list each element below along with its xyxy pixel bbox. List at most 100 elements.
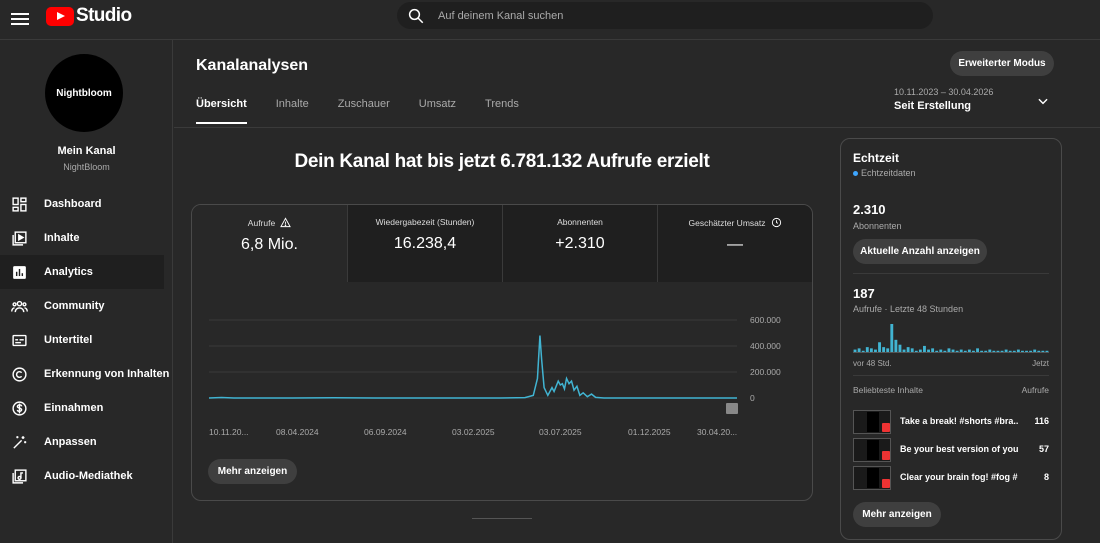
sidebar-item-label: Community bbox=[44, 300, 105, 312]
realtime-bar bbox=[992, 350, 996, 352]
top-bar: Studio bbox=[0, 0, 1100, 40]
realtime-axis-end: Jetzt bbox=[1032, 359, 1049, 368]
realtime-bar bbox=[857, 348, 861, 352]
realtime-bar bbox=[878, 342, 881, 352]
sidebar-item-content[interactable]: Inhalte bbox=[0, 221, 173, 255]
realtime-bar bbox=[890, 324, 894, 352]
video-title: Take a break! #shorts #bra... bbox=[900, 416, 1018, 426]
sidebar-nav: Dashboard Inhalte Analytics Community Un… bbox=[0, 187, 173, 493]
list-item[interactable]: Be your best version of your... 57 bbox=[853, 438, 1049, 462]
live-dot-icon bbox=[853, 170, 858, 176]
metric-views[interactable]: Aufrufe 6,8 Mio. bbox=[192, 205, 347, 282]
list-item[interactable]: Take a break! #shorts #bra... 116 bbox=[853, 410, 1049, 434]
sidebar-item-label: Dashboard bbox=[44, 198, 102, 210]
realtime-bar bbox=[988, 349, 992, 352]
y-tick-label: 400.000 bbox=[750, 341, 781, 351]
realtime-bar bbox=[882, 347, 886, 352]
metric-value: 16.238,4 bbox=[393, 235, 457, 252]
sidebar-item-label: Einnahmen bbox=[44, 402, 104, 414]
sidebar-item-subtitles[interactable]: Untertitel bbox=[0, 323, 173, 357]
realtime-bar bbox=[967, 349, 971, 352]
realtime-bar bbox=[935, 350, 939, 352]
sidebar-item-content-detection[interactable]: Erkennung von Inhalten bbox=[0, 357, 173, 391]
realtime-bar bbox=[914, 350, 918, 352]
avatar[interactable]: Nightbloom bbox=[45, 54, 123, 132]
x-tick-label: 03.02.2025 bbox=[452, 427, 495, 437]
realtime-bar bbox=[861, 350, 865, 352]
series-line bbox=[208, 335, 737, 399]
show-more-button[interactable]: Mehr anzeigen bbox=[208, 459, 297, 484]
realtime-bar bbox=[923, 345, 926, 352]
realtime-axis-start: vor 48 Std. bbox=[853, 359, 892, 368]
realtime-bar bbox=[931, 348, 935, 352]
realtime-bar bbox=[943, 350, 947, 352]
realtime-bar bbox=[1029, 350, 1033, 352]
realtime-bar bbox=[910, 348, 914, 352]
sidebar-item-audio-library[interactable]: Audio-Mediathek bbox=[0, 459, 173, 493]
sidebar-item-community[interactable]: Community bbox=[0, 289, 173, 323]
tab-content[interactable]: Inhalte bbox=[275, 98, 309, 110]
sidebar-item-dashboard[interactable]: Dashboard bbox=[0, 187, 173, 221]
metric-label: Aufrufe bbox=[247, 217, 276, 228]
studio-logo[interactable]: Studio bbox=[46, 5, 132, 26]
y-tick-label: 200.000 bbox=[750, 367, 781, 377]
tab-audience[interactable]: Zuschauer bbox=[337, 98, 390, 110]
search-bar[interactable] bbox=[397, 2, 933, 29]
realtime-show-more-button[interactable]: Mehr anzeigen bbox=[853, 502, 941, 527]
realtime-bar bbox=[996, 350, 1000, 352]
y-tick-label: 600.000 bbox=[750, 315, 781, 325]
tab-revenue[interactable]: Umsatz bbox=[418, 98, 457, 110]
realtime-bar bbox=[874, 349, 877, 352]
date-range-picker[interactable]: 10.11.2023 – 30.04.2026 Seit Erstellung bbox=[894, 87, 1054, 112]
avatar-text: Nightbloom bbox=[56, 87, 112, 99]
sidebar-item-earnings[interactable]: Einnahmen bbox=[0, 391, 173, 425]
metric-revenue[interactable]: Geschätzter Umsatz — bbox=[657, 205, 812, 282]
realtime-bar bbox=[980, 350, 984, 352]
x-tick-label: 03.07.2025 bbox=[539, 427, 582, 437]
overview-card: Aufrufe 6,8 Mio. Wiedergabezeit (Stunden… bbox=[191, 204, 813, 501]
logo-text: Studio bbox=[76, 5, 132, 26]
advanced-mode-button[interactable]: Erweiterter Modus bbox=[950, 51, 1054, 76]
realtime-bar bbox=[894, 339, 898, 352]
video-title: Clear your brain fog! #fog #br... bbox=[900, 472, 1018, 482]
y-tick-label: 0 bbox=[750, 393, 755, 403]
realtime-bar bbox=[984, 350, 988, 352]
search-input[interactable] bbox=[438, 9, 898, 22]
tab-trends[interactable]: Trends bbox=[485, 98, 519, 110]
x-tick-label: 08.04.2024 bbox=[276, 427, 319, 437]
realtime-subtitle-text: Echtzeitdaten bbox=[861, 168, 916, 178]
realtime-bar bbox=[959, 349, 963, 352]
x-tick-label: 06.09.2024 bbox=[364, 427, 407, 437]
x-tick-label: 01.12.2025 bbox=[628, 427, 671, 437]
metric-value: +2.310 bbox=[555, 235, 605, 252]
magic-wand-icon bbox=[13, 435, 27, 449]
menu-icon[interactable] bbox=[11, 10, 29, 28]
realtime-bar bbox=[1021, 350, 1024, 352]
tabs: Übersicht Inhalte Zuschauer Umsatz Trend… bbox=[196, 98, 548, 124]
sidebar-item-customize[interactable]: Anpassen bbox=[0, 425, 173, 459]
realtime-bar bbox=[1004, 349, 1008, 352]
realtime-bar bbox=[1012, 350, 1016, 352]
list-item[interactable]: Clear your brain fog! #fog #br... 8 bbox=[853, 466, 1049, 490]
video-views: 8 bbox=[1043, 472, 1049, 482]
realtime-views-label: Aufrufe · Letzte 48 Stunden bbox=[853, 304, 964, 314]
realtime-bar bbox=[1037, 350, 1041, 352]
video-views: 116 bbox=[1034, 416, 1049, 426]
metric-subscribers[interactable]: Abonnenten +2.310 bbox=[502, 205, 657, 282]
copyright-icon bbox=[12, 366, 27, 382]
show-current-count-button[interactable]: Aktuelle Anzahl anzeigen bbox=[853, 239, 987, 264]
sidebar-item-label: Untertitel bbox=[44, 334, 93, 346]
realtime-bar bbox=[1016, 349, 1020, 352]
realtime-bar bbox=[951, 349, 955, 352]
dashboard-icon bbox=[12, 196, 27, 212]
sidebar-item-analytics[interactable]: Analytics bbox=[0, 255, 164, 289]
scroll-indicator bbox=[472, 518, 532, 519]
search-icon bbox=[408, 8, 424, 23]
dollar-icon bbox=[12, 400, 27, 416]
tab-overview[interactable]: Übersicht bbox=[196, 98, 247, 124]
realtime-bar bbox=[853, 349, 857, 352]
video-thumbnail bbox=[853, 438, 891, 462]
metric-watchtime[interactable]: Wiedergabezeit (Stunden) 16.238,4 bbox=[347, 205, 502, 282]
sidebar-item-label: Erkennung von Inhalten bbox=[44, 368, 170, 380]
metric-label: Wiedergabezeit (Stunden) bbox=[375, 217, 475, 227]
